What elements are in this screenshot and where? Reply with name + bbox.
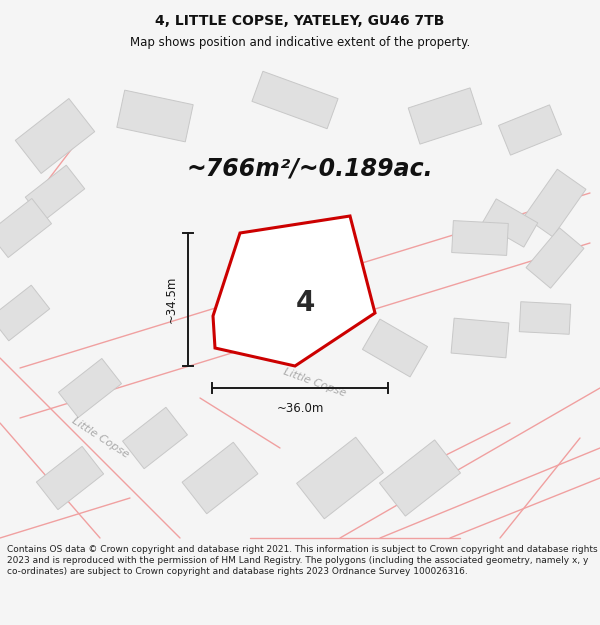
Polygon shape (15, 99, 95, 174)
Text: Little Copse: Little Copse (70, 416, 130, 460)
Polygon shape (452, 221, 508, 256)
Text: ~34.5m: ~34.5m (165, 276, 178, 323)
Polygon shape (0, 285, 50, 341)
Polygon shape (408, 88, 482, 144)
Polygon shape (296, 437, 383, 519)
Polygon shape (213, 216, 375, 366)
Polygon shape (379, 440, 461, 516)
Text: 4: 4 (295, 289, 314, 317)
Text: Map shows position and indicative extent of the property.: Map shows position and indicative extent… (130, 36, 470, 49)
Polygon shape (451, 318, 509, 358)
Polygon shape (482, 199, 538, 247)
Text: 4, LITTLE COPSE, YATELEY, GU46 7TB: 4, LITTLE COPSE, YATELEY, GU46 7TB (155, 14, 445, 28)
Polygon shape (122, 408, 187, 469)
Polygon shape (362, 319, 428, 377)
Polygon shape (524, 169, 586, 237)
Polygon shape (526, 228, 584, 288)
Text: ~36.0m: ~36.0m (277, 402, 323, 415)
Text: Little Copse: Little Copse (283, 367, 347, 399)
Text: Contains OS data © Crown copyright and database right 2021. This information is : Contains OS data © Crown copyright and d… (7, 544, 598, 576)
Polygon shape (519, 302, 571, 334)
Polygon shape (182, 442, 258, 514)
Polygon shape (37, 446, 104, 509)
Text: ~766m²/~0.189ac.: ~766m²/~0.189ac. (187, 156, 433, 180)
Polygon shape (58, 359, 122, 418)
Polygon shape (235, 277, 335, 349)
Polygon shape (25, 165, 85, 221)
Polygon shape (252, 71, 338, 129)
Polygon shape (0, 199, 52, 258)
Polygon shape (117, 90, 193, 142)
Polygon shape (499, 105, 562, 155)
